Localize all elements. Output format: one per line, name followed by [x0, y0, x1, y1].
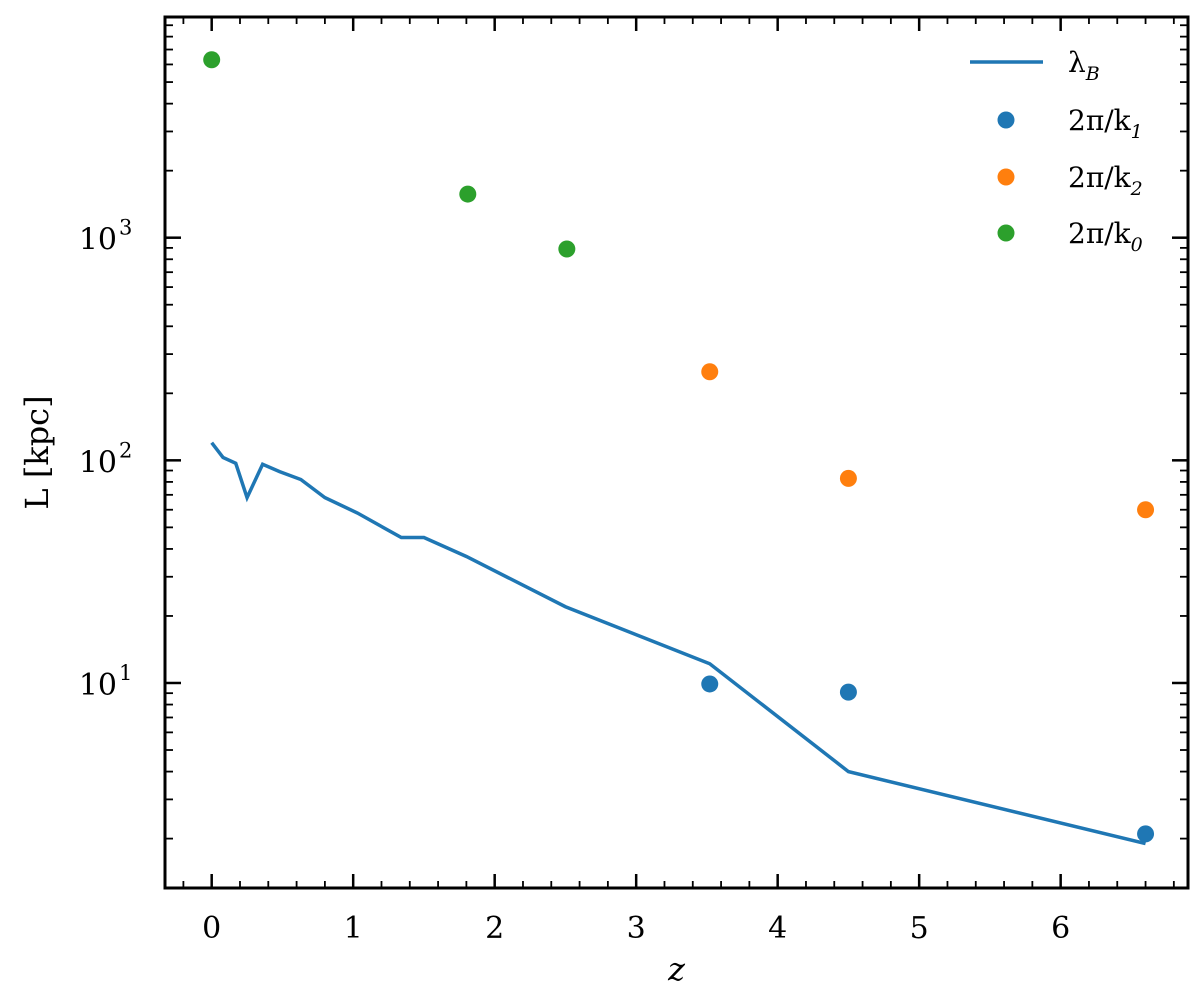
- legend-dot-marker: [997, 168, 1015, 186]
- x-tick-label: 0: [202, 911, 221, 946]
- legend-label: λB: [1068, 46, 1100, 85]
- data-point-series-2: [701, 363, 719, 381]
- y-tick-label: 10: [79, 223, 117, 258]
- data-point-series-3: [203, 51, 221, 69]
- data-point-series-3: [558, 240, 576, 258]
- legend-label: 2π/k0: [1068, 217, 1143, 256]
- legend-label-main: λ: [1068, 46, 1086, 79]
- legend-dot-marker: [997, 224, 1015, 242]
- data-point-series-1: [839, 683, 857, 701]
- legend-label-main: 2π/k: [1068, 161, 1132, 194]
- legend-label-subscript: B: [1085, 63, 1100, 85]
- legend-label: 2π/k1: [1068, 104, 1143, 143]
- x-tick-label: 1: [344, 911, 363, 946]
- data-point-series-3: [459, 185, 477, 203]
- legend-label-subscript: 2: [1130, 178, 1143, 200]
- x-tick-label: 3: [627, 911, 646, 946]
- legend-label-subscript: 0: [1131, 234, 1143, 256]
- y-tick-label: 10: [79, 668, 117, 703]
- y-tick-exponent: 2: [119, 438, 132, 462]
- plot-frame: [163, 15, 1190, 890]
- x-axis-label: z: [667, 950, 686, 988]
- plot-marks: [203, 51, 1155, 846]
- legend-label: 2π/k2: [1068, 161, 1143, 200]
- legend-label-main: 2π/k: [1068, 104, 1132, 137]
- y-tick-exponent: 1: [119, 661, 132, 685]
- axis-ticks: [165, 17, 1188, 888]
- y-tick-exponent: 3: [119, 216, 132, 240]
- legend-label-main: 2π/k: [1068, 217, 1132, 250]
- x-tick-label: 4: [768, 911, 787, 946]
- legend-label-subscript: 1: [1131, 121, 1143, 143]
- x-tick-label: 2: [485, 911, 504, 946]
- x-tick-label: 6: [1051, 911, 1070, 946]
- data-point-series-1: [701, 675, 719, 693]
- data-point-series-2: [839, 469, 857, 487]
- series-line-lambda-b: [210, 441, 1146, 846]
- legend-dot-marker: [997, 111, 1015, 129]
- y-axis-label: L [kpc]: [18, 395, 56, 509]
- data-point-series-1: [1137, 825, 1155, 843]
- data-point-series-2: [1137, 501, 1155, 519]
- x-tick-label: 5: [910, 911, 929, 946]
- y-tick-label: 10: [79, 445, 117, 480]
